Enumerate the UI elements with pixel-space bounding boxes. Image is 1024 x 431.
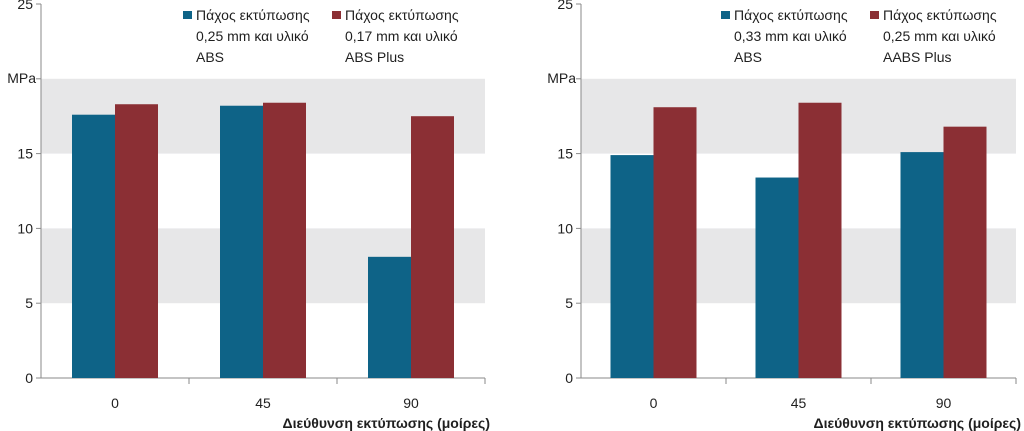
y-axis-label: MPa <box>547 70 576 86</box>
legend-label: 0,33 mm και υλικό <box>734 28 847 44</box>
bar <box>653 107 697 378</box>
x-tick-label: 45 <box>791 395 807 411</box>
legend-label: Πάχος εκτύπωσης <box>883 7 997 23</box>
legend-swatch <box>183 11 192 19</box>
bar <box>943 126 987 378</box>
legend-swatch <box>721 11 730 19</box>
y-tick-label: 0 <box>25 370 33 386</box>
bar <box>755 177 799 378</box>
x-tick-label: 90 <box>936 395 952 411</box>
legend-label: 0,17 mm και υλικό <box>345 28 458 44</box>
legend-label: 0,25 mm και υλικό <box>196 28 309 44</box>
legend: Πάχος εκτύπωσης 0,33 mm και υλικό ABS Πάχος… <box>721 7 997 65</box>
chart-1: 0 5 10 15 25 MPa 0 45 90 Διεύθυνση εκτύπωσης (μοί… <box>7 0 490 431</box>
y-tick-label: 15 <box>557 146 573 162</box>
y-axis-label: MPa <box>7 70 36 86</box>
bar <box>115 104 158 379</box>
bar <box>798 102 842 379</box>
x-tick-label: 90 <box>403 395 419 411</box>
legend-label: Πάχος εκτύπωσης <box>196 7 310 23</box>
bar <box>263 102 306 379</box>
x-tick-label: 0 <box>111 395 119 411</box>
legend-label: AABS Plus <box>883 49 951 65</box>
chart-2: 0 5 10 15 25 MPa 0 45 90 Διεύθυνση εκτύπωσης (μοί… <box>547 0 1021 431</box>
bar <box>72 114 115 378</box>
legend-swatch <box>870 11 879 19</box>
y-tick-label: 25 <box>17 0 33 12</box>
y-tick-label: 25 <box>557 0 573 12</box>
legend-label: ABS <box>196 49 224 65</box>
y-tick-label: 5 <box>25 295 33 311</box>
bar <box>368 256 411 378</box>
x-tick-label: 45 <box>255 395 271 411</box>
bar <box>411 116 454 378</box>
y-tick-label: 10 <box>17 220 33 236</box>
legend-label: Πάχος εκτύπωσης <box>734 7 848 23</box>
y-tick-label: 10 <box>557 220 573 236</box>
legend-swatch <box>332 11 341 19</box>
y-tick-label: 0 <box>565 370 573 386</box>
x-axis-label: Διεύθυνση εκτύπωσης (μοίρες) <box>814 415 1021 431</box>
legend-label: 0,25 mm και υλικό <box>883 28 996 44</box>
legend-label: ABS Plus <box>345 49 404 65</box>
y-tick-label: 5 <box>565 295 573 311</box>
bar <box>900 152 944 378</box>
legend-label: Πάχος εκτύπωσης <box>345 7 459 23</box>
legend-label: ABS <box>734 49 762 65</box>
y-tick-label: 15 <box>17 146 33 162</box>
bar <box>220 105 263 378</box>
bar <box>610 155 654 378</box>
x-tick-label: 0 <box>650 395 658 411</box>
x-axis-label: Διεύθυνση εκτύπωσης (μοίρες) <box>283 415 490 431</box>
legend: Πάχος εκτύπωσης 0,25 mm και υλικό ABS Πάχος… <box>183 7 459 65</box>
